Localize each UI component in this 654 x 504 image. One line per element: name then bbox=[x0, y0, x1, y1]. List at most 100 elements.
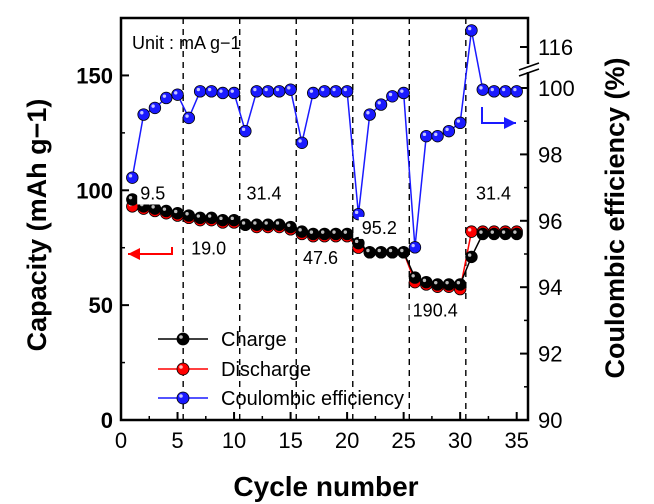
data-point-highlight bbox=[445, 280, 449, 285]
data-point bbox=[160, 204, 173, 218]
data-point-highlight bbox=[467, 26, 472, 31]
data-point-highlight bbox=[490, 230, 494, 234]
data-point bbox=[295, 225, 309, 238]
data-point-highlight bbox=[174, 91, 178, 95]
axis-break-gap bbox=[522, 64, 536, 72]
rate-label-bg bbox=[358, 216, 407, 239]
data-point-highlight bbox=[479, 230, 483, 234]
data-point-highlight bbox=[467, 228, 472, 232]
data-point bbox=[295, 136, 309, 149]
y-left-tick-label: 50 bbox=[89, 293, 113, 318]
data-point-highlight bbox=[343, 87, 348, 92]
data-point-highlight bbox=[513, 230, 517, 234]
data-point-highlight bbox=[400, 248, 404, 253]
rate-label: 95.2 bbox=[362, 218, 397, 238]
legend-marker-highlight bbox=[179, 335, 183, 339]
data-point bbox=[227, 86, 241, 100]
y-right-tick-label: 90 bbox=[538, 408, 562, 433]
data-point bbox=[487, 227, 501, 241]
data-point bbox=[442, 124, 456, 138]
unit-note: Unit : mA g−1 bbox=[132, 33, 241, 53]
data-point bbox=[453, 278, 467, 291]
data-point bbox=[465, 225, 478, 238]
data-point-highlight bbox=[422, 278, 427, 283]
data-point-highlight bbox=[445, 127, 449, 132]
data-point-highlight bbox=[128, 195, 133, 200]
rate-label: 19.0 bbox=[191, 239, 226, 259]
axis-break-mark bbox=[518, 62, 540, 71]
data-point bbox=[216, 86, 229, 100]
data-point bbox=[408, 241, 422, 254]
data-point-highlight bbox=[253, 87, 257, 92]
data-point-highlight bbox=[479, 86, 483, 90]
x-tick-label: 25 bbox=[391, 428, 415, 453]
data-point bbox=[374, 98, 388, 111]
data-point-highlight bbox=[275, 87, 280, 92]
data-point bbox=[408, 271, 422, 284]
data-point bbox=[476, 227, 489, 241]
data-point-highlight bbox=[162, 207, 167, 211]
data-point bbox=[126, 171, 139, 184]
data-point-highlight bbox=[354, 239, 359, 244]
y-right-tick-label: 100 bbox=[538, 76, 575, 101]
data-point bbox=[160, 91, 173, 105]
data-point-highlight bbox=[343, 230, 348, 234]
legend-label: Discharge bbox=[221, 359, 311, 381]
y-axis-title-left: Capacity (mAh g−1) bbox=[22, 99, 52, 352]
data-point bbox=[510, 227, 523, 241]
series-coulombic-efficiency bbox=[126, 24, 523, 254]
data-point-highlight bbox=[253, 221, 257, 225]
data-point bbox=[171, 88, 184, 101]
data-point bbox=[306, 86, 320, 100]
data-point bbox=[487, 85, 501, 98]
data-point-highlight bbox=[411, 243, 415, 248]
data-point bbox=[374, 246, 388, 259]
data-point bbox=[465, 250, 478, 264]
legend-marker-highlight bbox=[179, 365, 183, 369]
data-point bbox=[499, 227, 512, 241]
data-point-highlight bbox=[321, 230, 325, 234]
data-point-highlight bbox=[196, 87, 201, 92]
left-axis-arrow-head bbox=[128, 248, 140, 260]
y-right-tick-label: 92 bbox=[538, 342, 562, 367]
data-point-highlight bbox=[264, 87, 268, 92]
x-tick-label: 35 bbox=[504, 428, 528, 453]
data-point bbox=[171, 207, 184, 220]
data-point-highlight bbox=[185, 114, 189, 118]
data-point-highlight bbox=[140, 111, 144, 115]
series-layer bbox=[126, 24, 523, 296]
data-point-highlight bbox=[230, 216, 234, 221]
data-point bbox=[340, 227, 354, 241]
data-point bbox=[239, 124, 252, 138]
legend-marker bbox=[176, 362, 190, 376]
legend-marker bbox=[176, 391, 190, 405]
data-point bbox=[397, 246, 410, 259]
data-point bbox=[453, 116, 467, 130]
data-point-highlight bbox=[434, 132, 438, 137]
data-point bbox=[465, 24, 478, 37]
data-point bbox=[363, 246, 376, 259]
data-point bbox=[352, 236, 365, 250]
data-point bbox=[386, 246, 399, 259]
data-point-highlight bbox=[174, 209, 178, 214]
data-point bbox=[205, 211, 218, 225]
data-point bbox=[273, 85, 286, 98]
data-point-highlight bbox=[388, 92, 393, 97]
data-point-highlight bbox=[332, 230, 336, 234]
data-point-highlight bbox=[422, 132, 427, 137]
data-point bbox=[329, 227, 343, 241]
data-point bbox=[397, 86, 410, 100]
plot-border bbox=[119, 16, 530, 422]
data-point bbox=[205, 85, 218, 98]
rate-annotations: 9.5 19.0 31.4 47.6 95.2 190.4 31.4 bbox=[128, 107, 521, 322]
legend-marker bbox=[176, 332, 190, 346]
data-point-highlight bbox=[434, 280, 438, 285]
rate-label-bg bbox=[137, 182, 175, 205]
rate-label-bg bbox=[300, 246, 349, 269]
x-axis-title: Cycle number bbox=[233, 471, 418, 502]
data-point-highlight bbox=[366, 111, 370, 115]
data-point-highlight bbox=[151, 205, 155, 209]
legend-label: Charge bbox=[221, 329, 287, 351]
data-point bbox=[318, 227, 331, 241]
